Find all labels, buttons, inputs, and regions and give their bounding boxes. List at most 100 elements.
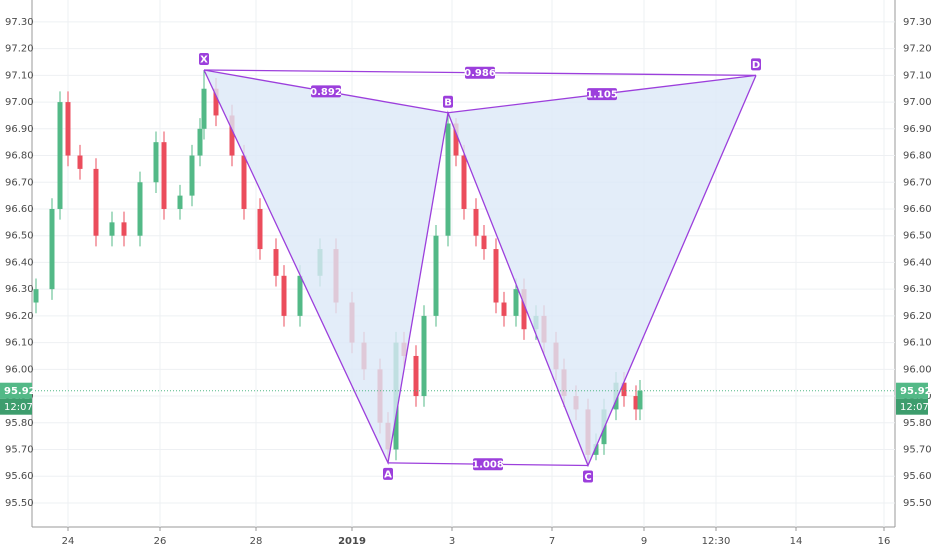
y-tick-label-right: 95.50 <box>903 498 932 509</box>
candle-body <box>461 155 467 209</box>
ratio-label: 0.892 <box>310 87 342 98</box>
price-tag-left <box>0 382 32 399</box>
y-tick-label: 95.50 <box>5 498 34 509</box>
y-tick-label-right: 96.50 <box>903 231 932 242</box>
ratio-tag <box>465 66 495 79</box>
y-tick-label-right: 96.10 <box>903 338 932 349</box>
point-label: D <box>752 60 760 71</box>
y-tick-label: 96.70 <box>5 177 34 188</box>
candle-body <box>445 123 451 236</box>
point-tag <box>583 470 593 483</box>
y-tick-label: 96.90 <box>5 124 34 135</box>
x-tick-label: 9 <box>641 536 647 547</box>
x-tick-label: 26 <box>154 536 167 547</box>
x-tick-label: 7 <box>549 536 555 547</box>
x-tick-label: 16 <box>878 536 891 547</box>
x-tick-label: 14 <box>790 536 803 547</box>
candle-body <box>633 396 639 410</box>
candle-body <box>241 155 247 209</box>
candle-body <box>57 102 63 209</box>
candle-body <box>481 235 487 250</box>
y-tick-label: 97.10 <box>5 70 34 81</box>
point-tag <box>751 58 761 71</box>
candle-body <box>93 168 99 236</box>
pattern-fill <box>448 75 756 466</box>
y-tick-label: 96.20 <box>5 311 34 322</box>
y-tick-label-right: 97.30 <box>903 17 932 28</box>
candle-body <box>189 155 195 196</box>
y-tick-label: 96.40 <box>5 257 34 268</box>
y-tick-label: 96.30 <box>5 284 34 295</box>
candle-body <box>501 302 507 316</box>
time-label-right: 12:07 <box>900 402 929 413</box>
candle-body <box>161 142 167 209</box>
candle-body <box>433 235 439 316</box>
ratio-tag <box>473 458 503 471</box>
time-tag-right <box>896 398 928 415</box>
time-label-left: 12:07 <box>4 402 33 413</box>
y-tick-label: 95.70 <box>5 445 34 456</box>
candle-body <box>197 128 203 156</box>
point-tag <box>383 467 393 480</box>
y-tick-label-right: 96.20 <box>903 311 932 322</box>
pattern-fill <box>204 70 448 463</box>
candle-body <box>513 289 519 316</box>
ratio-label: 1.008 <box>472 460 504 471</box>
x-tick-label: 28 <box>250 536 263 547</box>
y-tick-label: 96.80 <box>5 151 34 162</box>
y-tick-label: 96.50 <box>5 231 34 242</box>
y-tick-label: 97.00 <box>5 97 34 108</box>
candle-body <box>109 222 115 236</box>
point-label: B <box>444 97 452 108</box>
y-tick-label: 97.30 <box>5 17 34 28</box>
candle-body <box>413 355 419 397</box>
price-tag-right <box>896 382 928 399</box>
candle-body <box>49 208 55 290</box>
y-tick-label: 97.20 <box>5 44 34 55</box>
y-tick-label-right: 97.10 <box>903 70 932 81</box>
candle-body <box>121 222 127 236</box>
candle-body <box>201 88 207 129</box>
ratio-label: 0.986 <box>464 68 496 79</box>
candle-body <box>153 142 159 183</box>
ratio-tag <box>587 88 617 101</box>
candle-body <box>213 88 219 116</box>
y-tick-label-right: 95.60 <box>903 471 932 482</box>
y-tick-label-right: 96.60 <box>903 204 932 215</box>
candle-body <box>273 249 279 276</box>
candle-body <box>177 195 183 209</box>
point-tag <box>199 53 209 66</box>
candle-body <box>473 208 479 236</box>
y-tick-label: 95.60 <box>5 471 34 482</box>
candle-body <box>77 155 83 169</box>
x-tick-label: 2019 <box>338 536 366 547</box>
candle-body <box>593 444 599 455</box>
ratio-tag <box>311 85 341 98</box>
ratio-label: 1.105 <box>586 90 618 101</box>
y-tick-label: 96.10 <box>5 338 34 349</box>
candle-body <box>33 289 39 303</box>
point-tag <box>443 95 453 108</box>
candle-body <box>453 123 459 156</box>
y-tick-label-right: 96.40 <box>903 257 932 268</box>
y-tick-label-right: 97.00 <box>903 97 932 108</box>
candle-body <box>229 115 235 156</box>
point-label: A <box>384 469 392 480</box>
point-label: X <box>200 55 208 66</box>
candle-body <box>137 182 143 236</box>
candle-body <box>521 289 527 330</box>
candle-body <box>257 208 263 250</box>
y-tick-label: 96.00 <box>5 364 34 375</box>
y-tick-label-right: 96.00 <box>903 364 932 375</box>
candle-body <box>421 315 427 397</box>
x-tick-label: 24 <box>62 536 75 547</box>
y-tick-label-right: 96.90 <box>903 124 932 135</box>
point-label: C <box>584 472 591 483</box>
y-tick-label-right: 96.70 <box>903 177 932 188</box>
price-label-left: 95.92 <box>4 386 36 397</box>
y-tick-label-right: 97.20 <box>903 44 932 55</box>
price-label-right: 95.92 <box>900 386 932 397</box>
time-tag-left <box>0 398 32 415</box>
